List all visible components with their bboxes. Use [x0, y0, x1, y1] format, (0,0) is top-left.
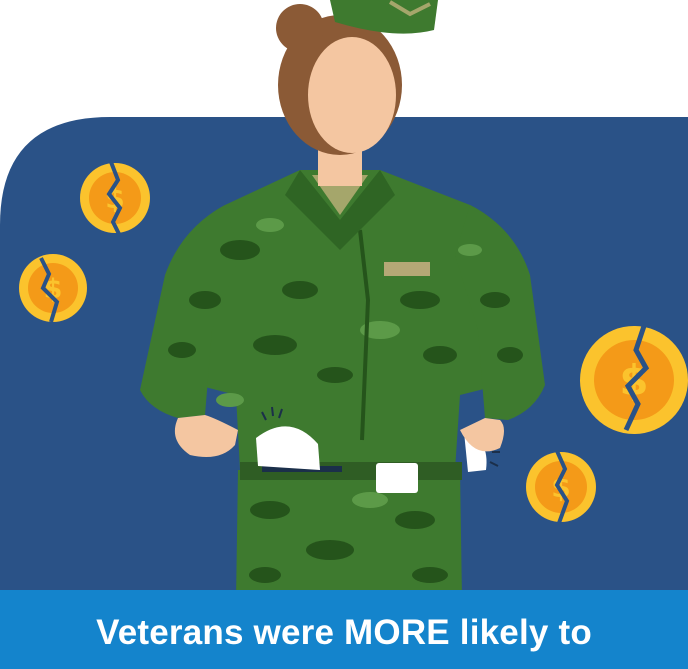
belt-strap: [262, 466, 342, 472]
right-sleeve: [455, 205, 545, 420]
broken-coin-icon: $: [19, 254, 87, 323]
camo-pattern: [168, 240, 523, 583]
collar: [285, 170, 395, 250]
name-tag-icon: [384, 262, 430, 276]
cap: [330, 0, 438, 34]
left-sleeve: [140, 205, 240, 418]
face: [308, 37, 396, 153]
right-hand: [460, 418, 504, 452]
hair-bun: [276, 4, 324, 52]
cap-stripe: [388, 0, 431, 17]
broken-coin-icon: $: [580, 325, 688, 434]
empty-pocket-icon: [256, 426, 320, 470]
jacket-seam: [358, 229, 371, 441]
jacket: [178, 170, 520, 470]
soldier-figure: [140, 0, 545, 600]
camo-light: [216, 218, 482, 508]
shake-marks: [261, 406, 500, 467]
left-hand: [174, 415, 238, 458]
broken-coin-icon: $: [80, 161, 150, 235]
neck: [318, 150, 362, 186]
caption-bar: Veterans were MORE likely to: [0, 590, 688, 669]
pants: [236, 470, 462, 600]
svg-text:$: $: [44, 274, 63, 305]
caption-text: Veterans were MORE likely to: [96, 612, 592, 652]
belt-buckle-icon: [376, 463, 418, 493]
broken-coin-icon: $: [526, 450, 596, 524]
